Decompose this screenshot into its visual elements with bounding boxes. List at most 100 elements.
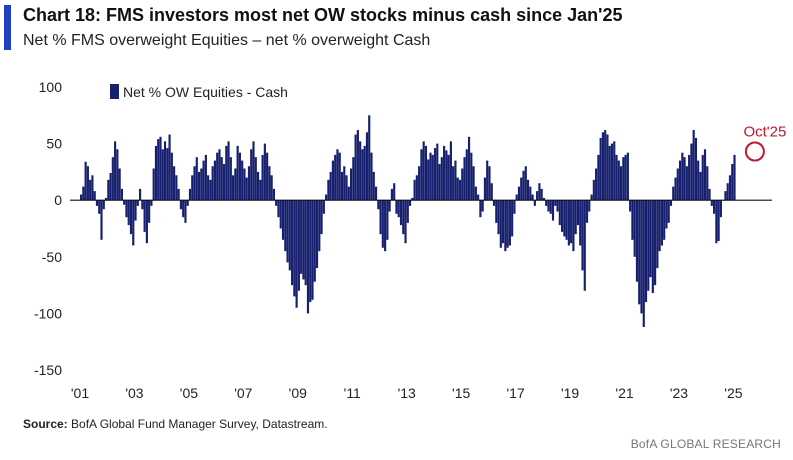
bar	[583, 200, 586, 291]
bar	[291, 200, 294, 286]
bar	[415, 175, 418, 201]
x-tick-label: '15	[452, 385, 470, 401]
bar	[531, 194, 534, 201]
bar	[325, 194, 328, 201]
bar	[197, 171, 201, 201]
bar	[245, 177, 248, 201]
bar	[644, 200, 648, 303]
bar	[247, 166, 251, 201]
bar	[694, 137, 698, 201]
bar	[397, 200, 400, 218]
bar	[411, 197, 414, 201]
bar	[418, 166, 421, 201]
bar	[123, 200, 126, 205]
bar	[118, 168, 121, 201]
x-tick-label: '11	[344, 385, 361, 401]
bar	[597, 154, 600, 201]
bar	[352, 157, 355, 201]
bar	[678, 160, 682, 201]
bar	[311, 200, 314, 300]
bar	[86, 166, 89, 201]
bar	[266, 152, 269, 201]
bar	[116, 149, 119, 201]
bar	[431, 154, 434, 201]
bar	[631, 200, 634, 240]
bar	[672, 186, 675, 201]
bar	[526, 179, 530, 201]
x-tick-label: '19	[561, 385, 579, 401]
bar	[731, 163, 734, 201]
source-label: Source:	[23, 417, 68, 431]
bar	[581, 200, 584, 271]
bar	[272, 188, 276, 201]
bar	[461, 168, 464, 201]
bar	[615, 154, 618, 201]
bar	[270, 175, 273, 201]
bar	[719, 200, 722, 218]
bar	[84, 161, 87, 201]
bar	[304, 200, 307, 286]
bar	[483, 177, 487, 201]
bar	[556, 200, 559, 212]
chart-subtitle: Net % FMS overweight Equities – net % ov…	[23, 32, 431, 49]
bar	[688, 154, 691, 201]
bar	[497, 200, 500, 235]
bar	[313, 200, 316, 282]
annotation-circle	[744, 141, 765, 162]
bar	[558, 200, 561, 226]
bar	[408, 200, 412, 206]
legend-label: Net % OW Equities - Cash	[123, 84, 288, 100]
bar	[284, 200, 287, 252]
bar	[549, 200, 552, 214]
bar	[306, 200, 310, 314]
bar	[356, 130, 359, 201]
bar	[579, 200, 582, 246]
y-tick-label: -100	[34, 305, 62, 321]
source-text: BofA Global Fund Manager Survey, Datastr…	[71, 417, 328, 431]
bar	[663, 200, 666, 240]
bar	[495, 200, 498, 223]
bar	[327, 179, 330, 201]
bar	[520, 177, 523, 201]
annotation-label: Oct'25	[743, 124, 786, 141]
bar	[617, 160, 620, 201]
bar	[445, 150, 448, 201]
bar	[701, 154, 704, 201]
bar	[143, 200, 146, 232]
bar	[676, 168, 679, 201]
bar	[159, 136, 162, 201]
bar	[163, 141, 167, 201]
bar	[604, 130, 607, 201]
bar	[297, 200, 300, 291]
bar	[681, 152, 684, 201]
bar	[309, 200, 312, 303]
bar	[191, 175, 194, 201]
bar	[268, 166, 271, 201]
bar	[331, 160, 334, 201]
bar	[452, 166, 455, 201]
bar	[647, 200, 650, 291]
bar	[674, 177, 677, 201]
y-tick-label: -150	[34, 362, 62, 378]
bar	[207, 175, 210, 201]
bar	[422, 141, 425, 201]
bar	[386, 200, 389, 240]
bar	[654, 200, 657, 286]
bar	[542, 197, 546, 201]
bar	[467, 136, 471, 201]
bar	[449, 141, 452, 201]
bar	[377, 200, 380, 210]
bar	[100, 200, 103, 240]
bar	[120, 188, 123, 201]
bar	[420, 149, 423, 201]
bar	[256, 171, 260, 201]
bar	[610, 143, 614, 201]
bar	[254, 157, 257, 201]
bar	[259, 179, 262, 201]
bar	[561, 200, 564, 232]
bar	[104, 197, 108, 201]
bar	[286, 200, 289, 263]
bar	[336, 149, 339, 201]
bar	[551, 200, 555, 221]
bar	[710, 200, 713, 206]
